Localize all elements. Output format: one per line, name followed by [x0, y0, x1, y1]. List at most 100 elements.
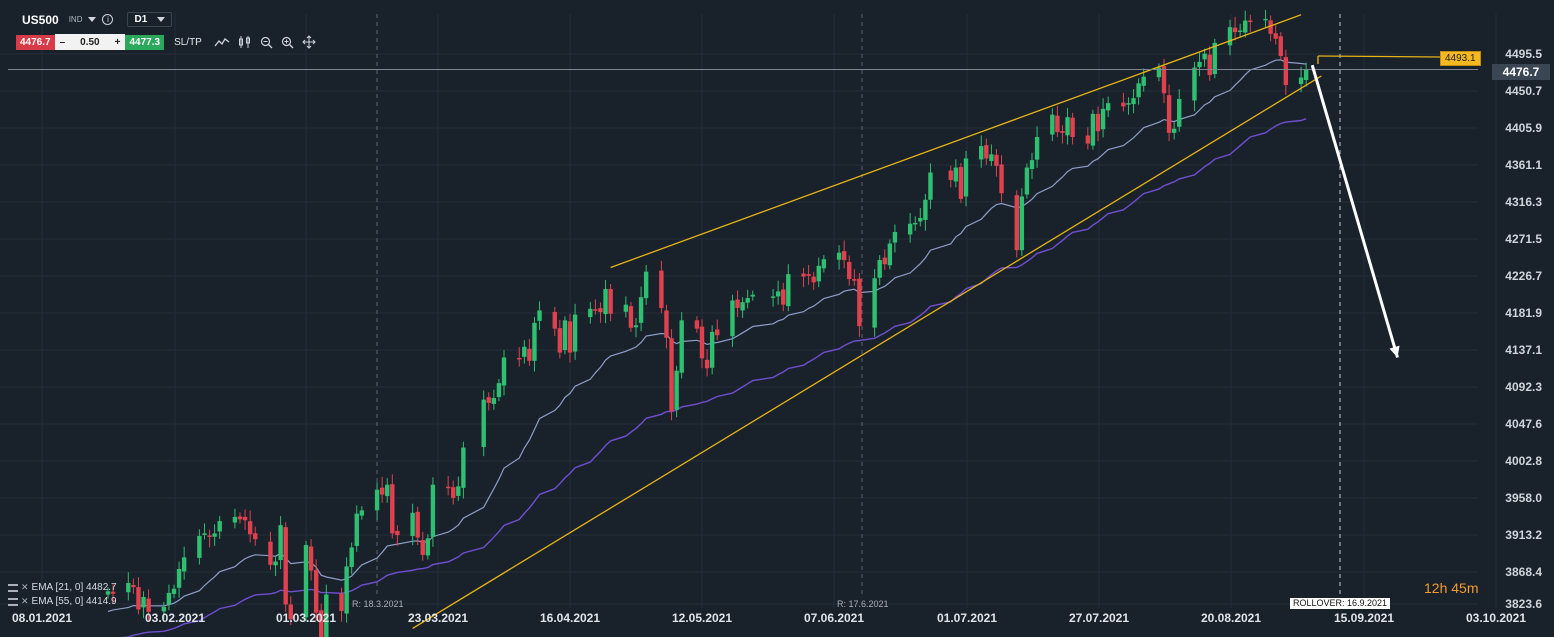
bear-candle	[882, 257, 887, 265]
decrease-button[interactable]: –	[59, 36, 66, 48]
zoom-out-icon[interactable]	[260, 36, 273, 49]
close-icon[interactable]: ✕	[21, 596, 29, 606]
bear-candle	[567, 321, 573, 353]
candles-icon[interactable]	[238, 35, 252, 49]
bull-candle	[572, 314, 578, 352]
symbol-name[interactable]: US500	[22, 12, 59, 27]
crosshair-icon[interactable]	[302, 35, 316, 49]
bull-candle	[212, 533, 217, 537]
current-price-tag: 4476.7	[1492, 64, 1550, 80]
bull-candle	[750, 294, 755, 297]
quantity-stepper[interactable]: – 0.50 +	[54, 34, 126, 50]
sell-price-button[interactable]: 4476.7	[16, 34, 55, 50]
bear-candle	[801, 273, 806, 277]
rollover-label-june: R: 17.6.2021	[837, 599, 889, 609]
bear-candle	[806, 274, 811, 276]
info-icon[interactable]: i	[102, 14, 114, 25]
ema55-legend[interactable]: ✕ EMA [55, 0] 4414.9	[8, 596, 117, 607]
bull-candle	[232, 516, 238, 523]
channel-upper-line	[610, 14, 1302, 269]
bull-candle	[202, 533, 207, 535]
rollover-badge: ROLLOVER: 16.9.2021	[1290, 598, 1391, 609]
bear-candle	[1283, 57, 1289, 85]
bull-candle	[425, 538, 431, 556]
bear-candle	[735, 299, 740, 308]
bear-candle	[319, 610, 324, 637]
bear-candle	[847, 262, 852, 280]
bear-candle	[811, 276, 816, 283]
bear-candle	[659, 270, 664, 308]
bull-candle	[1298, 77, 1304, 84]
bear-candle	[841, 251, 847, 261]
x-tick-label: 15.09.2021	[1333, 611, 1395, 625]
bull-candle	[303, 544, 309, 618]
price-lines	[8, 55, 1478, 71]
bull-candle	[197, 535, 202, 558]
indicator-settings-icon[interactable]	[8, 583, 18, 592]
bull-candle	[775, 291, 781, 297]
bull-candle	[161, 606, 167, 612]
countdown-minutes: 45m	[1451, 580, 1479, 596]
indicator-settings-icon[interactable]	[8, 597, 18, 606]
ema21-legend[interactable]: ✕ EMA [21, 0] 4482.7	[8, 582, 117, 593]
bear-candle	[1070, 117, 1075, 138]
bull-candle	[1171, 128, 1177, 133]
bull-candle	[1197, 61, 1202, 68]
bull-candle	[1263, 18, 1268, 21]
bear-candle	[984, 145, 989, 159]
bear-candle	[704, 359, 710, 369]
y-tick-label: 4226.7	[1505, 269, 1542, 283]
timeframe-selector[interactable]: D1	[127, 12, 173, 27]
bear-candle	[628, 306, 634, 328]
y-tick-label: 4316.3	[1505, 195, 1542, 209]
ema55-legend-label: EMA [55, 0] 4414.9	[31, 596, 117, 607]
bull-candle	[1029, 160, 1035, 170]
bull-candle	[1237, 30, 1243, 32]
bull-candle	[491, 397, 497, 404]
bull-candle	[374, 489, 380, 511]
bull-candle	[928, 172, 933, 200]
increase-button[interactable]: +	[114, 36, 121, 48]
x-tick-label: 23.03.2021	[407, 611, 469, 625]
y-tick-label: 3823.6	[1505, 597, 1542, 611]
bear-candle	[486, 397, 491, 403]
sltp-button[interactable]: SL/TP	[174, 36, 202, 48]
y-tick-label: 3958.0	[1505, 491, 1542, 505]
bull-candle	[1100, 108, 1106, 130]
x-tick-label: 03.10.2021	[1465, 611, 1527, 625]
bull-candle	[892, 231, 898, 243]
bear-candle	[379, 487, 385, 495]
countdown-hours: 12h	[1424, 580, 1448, 596]
bull-candle	[532, 322, 537, 361]
close-icon[interactable]: ✕	[21, 582, 29, 592]
x-tick-label: 01.07.2021	[936, 611, 998, 625]
y-tick-label: 4495.5	[1505, 47, 1542, 61]
zoom-in-icon[interactable]	[281, 36, 294, 49]
bull-candle	[410, 512, 415, 537]
bear-candle	[1085, 135, 1091, 144]
bear-candle	[593, 309, 598, 311]
channel-lower-line	[412, 75, 1322, 629]
symbol-dropdown-icon[interactable]	[88, 17, 97, 22]
bull-candle	[324, 594, 329, 637]
bull-candle	[385, 484, 390, 497]
quantity-value[interactable]: 0.50	[80, 36, 100, 48]
bull-candle	[217, 521, 222, 532]
y-tick-label: 4271.5	[1505, 232, 1542, 246]
bull-candle	[953, 167, 959, 182]
bull-candle	[638, 297, 644, 323]
y-tick-label: 3913.2	[1505, 528, 1542, 542]
bull-candle	[481, 399, 486, 448]
bull-candle	[1156, 67, 1162, 78]
bull-candle	[1090, 113, 1096, 146]
bull-candle	[166, 592, 172, 605]
bull-candle	[907, 223, 913, 235]
bull-candle	[918, 217, 923, 222]
bear-candle	[1248, 20, 1253, 23]
bull-candle	[1050, 114, 1055, 135]
bull-candle	[344, 566, 349, 614]
chevron-down-icon	[157, 17, 166, 22]
buy-price-button[interactable]: 4477.3	[125, 34, 165, 50]
line-chart-icon[interactable]	[214, 36, 230, 48]
